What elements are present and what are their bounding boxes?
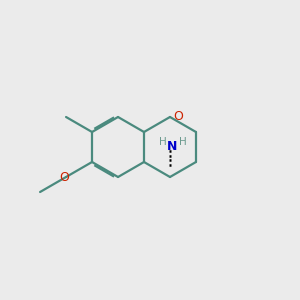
Text: H: H [179,137,187,147]
Text: O: O [60,170,70,184]
Text: O: O [174,110,184,124]
Text: N: N [167,140,178,153]
Text: H: H [159,137,167,147]
